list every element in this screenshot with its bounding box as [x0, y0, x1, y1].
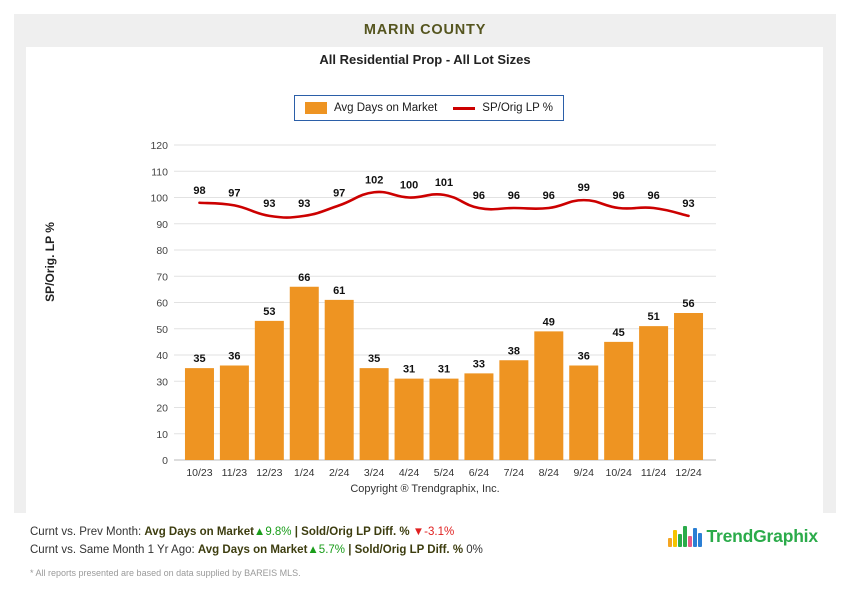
logo-text: TrendGraphix: [706, 525, 819, 546]
page-title: MARIN COUNTY: [363, 22, 487, 38]
footer-l1-separator: |: [294, 526, 298, 538]
trendgraphix-logo[interactable]: TrendGraphix: [668, 525, 818, 547]
footer-comparison-prev-month: Curnt vs. Prev Month: Avg Days on Market…: [30, 526, 454, 538]
chart-legend[interactable]: Avg Days on Market SP/Orig LP %: [294, 95, 564, 121]
footer-l1-prefix: Curnt vs. Prev Month:: [30, 526, 142, 538]
chart-copyright: Copyright ® Trendgraphix, Inc.: [350, 483, 500, 495]
y-axis-title: SP/Orig. LP %: [43, 222, 57, 302]
logo-bars-icon: [668, 525, 702, 547]
footer-l1-value1: 9.8%: [265, 526, 292, 538]
legend-item-line[interactable]: SP/Orig LP %: [453, 102, 553, 114]
legend-label-line: SP/Orig LP %: [482, 102, 554, 114]
chart-subtitle: All Residential Prop - All Lot Sizes: [319, 52, 531, 67]
footer-l1-arrow1: ▲: [253, 526, 266, 538]
footer-l2-separator: |: [348, 544, 352, 556]
footer-l2-value1: 5.7%: [318, 544, 346, 556]
footer-comparison-year-ago: Curnt vs. Same Month 1 Yr Ago: Avg Days …: [30, 544, 483, 556]
card-edge-right: [823, 47, 836, 513]
footer-l2-value2: 0%: [466, 544, 483, 556]
footer-l1-arrow2: ▼: [412, 526, 425, 538]
footer-disclaimer: * All reports presented are based on dat…: [30, 568, 301, 578]
footer-l1-metric2: Sold/Orig LP Diff. %: [301, 526, 410, 538]
footer-l2-arrow1: ▲: [307, 544, 319, 556]
report-header-band: MARIN COUNTY: [14, 14, 836, 47]
footer-l1-metric1: Avg Days on Market: [144, 526, 254, 538]
card-edge-left: [14, 47, 26, 513]
footer-l2-metric2: Sold/Orig LP Diff. %: [354, 544, 464, 556]
legend-label-bar: Avg Days on Market: [333, 102, 438, 114]
footer-l1-value2: -3.1%: [424, 526, 455, 538]
report-footer: Curnt vs. Prev Month: Avg Days on Market…: [0, 520, 850, 599]
legend-item-bar[interactable]: Avg Days on Market: [304, 102, 438, 114]
bar-swatch-icon: [304, 102, 327, 114]
footer-l2-metric1: Avg Days on Market: [197, 544, 308, 556]
footer-l2-prefix: Curnt vs. Same Month 1 Yr Ago:: [30, 544, 195, 556]
line-swatch-icon: [453, 106, 476, 110]
